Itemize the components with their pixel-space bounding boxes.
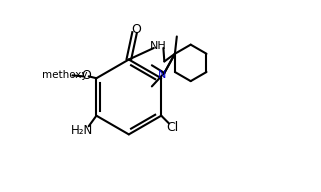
Text: O: O <box>132 23 142 36</box>
Text: N: N <box>158 70 167 80</box>
Text: methoxy: methoxy <box>42 70 87 80</box>
Text: H₂N: H₂N <box>71 124 93 137</box>
Text: Cl: Cl <box>167 121 179 134</box>
Text: NH: NH <box>150 41 167 51</box>
Text: O: O <box>81 69 91 82</box>
